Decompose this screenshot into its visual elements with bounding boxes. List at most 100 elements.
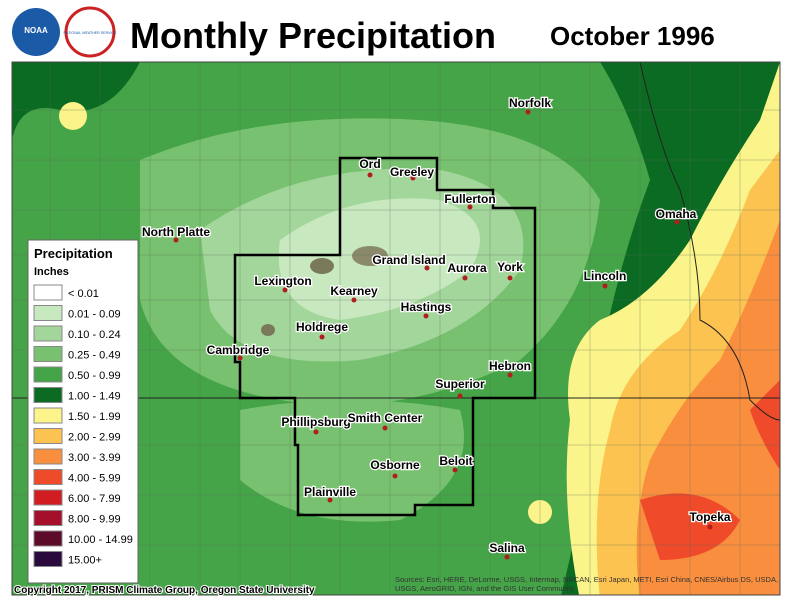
legend-swatch bbox=[33, 469, 63, 485]
service-area bbox=[233, 156, 537, 517]
legend-label: 10.00 - 14.99 bbox=[68, 534, 133, 546]
city-label: Smith Center bbox=[348, 411, 423, 425]
city-dot bbox=[507, 372, 513, 378]
city-label: Osborne bbox=[370, 458, 420, 472]
city-dot bbox=[367, 172, 373, 178]
date: October 1996 bbox=[550, 21, 715, 51]
city-label: Topeka bbox=[689, 510, 730, 524]
legend-label: 15.00+ bbox=[68, 555, 102, 567]
legend-swatch bbox=[33, 530, 63, 547]
copyright: Copyright 2017, PRISM Climate Group, Ore… bbox=[14, 585, 315, 596]
city-label: Ord bbox=[359, 157, 380, 171]
city-dot bbox=[467, 204, 473, 210]
state-line bbox=[639, 62, 780, 421]
legend-swatch bbox=[33, 551, 63, 567]
legend-swatch bbox=[33, 366, 63, 383]
city-label: Plainville bbox=[304, 485, 356, 499]
city-dot bbox=[319, 334, 325, 340]
city-dot bbox=[707, 524, 713, 530]
city-label: Lexington bbox=[254, 274, 311, 288]
city-label: Superior bbox=[435, 377, 485, 391]
legend-label: 0.01 - 0.09 bbox=[68, 309, 121, 321]
city-dot bbox=[173, 237, 179, 243]
legend-label: 8.00 - 9.99 bbox=[68, 514, 121, 526]
legend-label: 2.00 - 2.99 bbox=[68, 432, 121, 444]
legend-label: 1.00 - 1.49 bbox=[68, 391, 121, 403]
city-dot bbox=[237, 355, 243, 361]
city-dot bbox=[351, 297, 357, 303]
city-label: North Platte bbox=[142, 225, 210, 239]
city-label: Fullerton bbox=[444, 192, 495, 206]
cities: Norfolk Ord Greeley Fullerton North Platte Om… bbox=[141, 95, 732, 560]
city-dot bbox=[282, 287, 288, 293]
city-dot bbox=[423, 313, 429, 319]
map-area bbox=[12, 62, 780, 595]
attribution-wrap: Sources: Esri, HERE, DeLorme, USGS, Inte… bbox=[395, 575, 779, 593]
city-dot bbox=[410, 175, 416, 181]
zone bbox=[640, 380, 780, 560]
attribution: Sources: Esri, HERE, DeLorme, USGS, Inte… bbox=[395, 575, 779, 593]
city-dot bbox=[392, 473, 398, 479]
city-dot bbox=[504, 554, 510, 560]
legend-swatch bbox=[33, 407, 63, 424]
city-label: Salina bbox=[489, 541, 525, 555]
nws-logo-text: NATIONAL WEATHER SERVICE bbox=[64, 31, 118, 35]
nws-logo bbox=[64, 6, 116, 58]
noaa-logo-text: NOAA bbox=[24, 26, 48, 35]
city-dot bbox=[327, 497, 333, 503]
city-dot bbox=[313, 429, 319, 435]
legend-label: 3.00 - 3.99 bbox=[68, 452, 121, 464]
city-label: Grand Island bbox=[372, 253, 445, 267]
legend-items: < 0.01 0.01 - 0.09 0.10 - 0.24 0.25 - 0.49 0… bbox=[33, 284, 133, 567]
zone bbox=[59, 102, 87, 130]
legend-title: Precipitation bbox=[34, 246, 113, 261]
legend-swatch bbox=[33, 489, 63, 506]
city-dot bbox=[674, 219, 680, 225]
city-dot bbox=[424, 265, 430, 271]
city-label: York bbox=[497, 260, 523, 274]
city-dot bbox=[452, 467, 458, 473]
city-dot bbox=[525, 109, 531, 115]
city-dot bbox=[382, 425, 388, 431]
legend-label: 0.10 - 0.24 bbox=[68, 329, 121, 341]
city-label: Aurora bbox=[447, 261, 487, 275]
city-label: Greeley bbox=[390, 165, 434, 179]
city-dot bbox=[457, 393, 463, 399]
lake bbox=[310, 258, 334, 274]
title: Monthly Precipitation bbox=[130, 15, 496, 56]
header: NOAA NATIONAL WEATHER SERVICE Monthly Pr… bbox=[12, 6, 715, 58]
city-label: Lincoln bbox=[584, 269, 627, 283]
noaa-logo bbox=[12, 8, 60, 56]
legend-label: 1.50 - 1.99 bbox=[68, 411, 121, 423]
map-frame bbox=[11, 61, 781, 596]
city-label: Hebron bbox=[489, 359, 531, 373]
legend-label: 0.25 - 0.49 bbox=[68, 350, 121, 362]
city-label: Hastings bbox=[401, 300, 452, 314]
legend-label: 6.00 - 7.99 bbox=[68, 493, 121, 505]
legend-units: Inches bbox=[34, 266, 69, 278]
city-label: Norfolk bbox=[509, 96, 551, 110]
legend-swatch bbox=[33, 510, 63, 526]
legend-swatch bbox=[33, 346, 63, 362]
city-label: Omaha bbox=[656, 207, 697, 221]
legend-label: 4.00 - 5.99 bbox=[68, 473, 121, 485]
city-label: Kearney bbox=[330, 284, 378, 298]
city-label: Beloit bbox=[439, 454, 472, 468]
city-dot bbox=[602, 283, 608, 289]
city-label: Cambridge bbox=[207, 343, 270, 357]
legend: Precipitation Inches < 0.01 0.01 - 0.09 0.… bbox=[27, 239, 139, 584]
legend-label: 0.50 - 0.99 bbox=[68, 370, 121, 382]
zone bbox=[12, 62, 140, 140]
legend-swatch bbox=[33, 305, 63, 321]
legend-swatch bbox=[33, 387, 63, 403]
legend-swatch bbox=[33, 284, 63, 301]
city-dot bbox=[507, 275, 513, 281]
city-dot bbox=[462, 275, 468, 281]
city-label: Holdrege bbox=[296, 320, 348, 334]
city-label: Phillipsburg bbox=[281, 415, 350, 429]
lake bbox=[261, 324, 275, 336]
legend-swatch bbox=[33, 448, 63, 465]
legend-label: < 0.01 bbox=[68, 288, 99, 300]
legend-swatch bbox=[33, 428, 63, 444]
